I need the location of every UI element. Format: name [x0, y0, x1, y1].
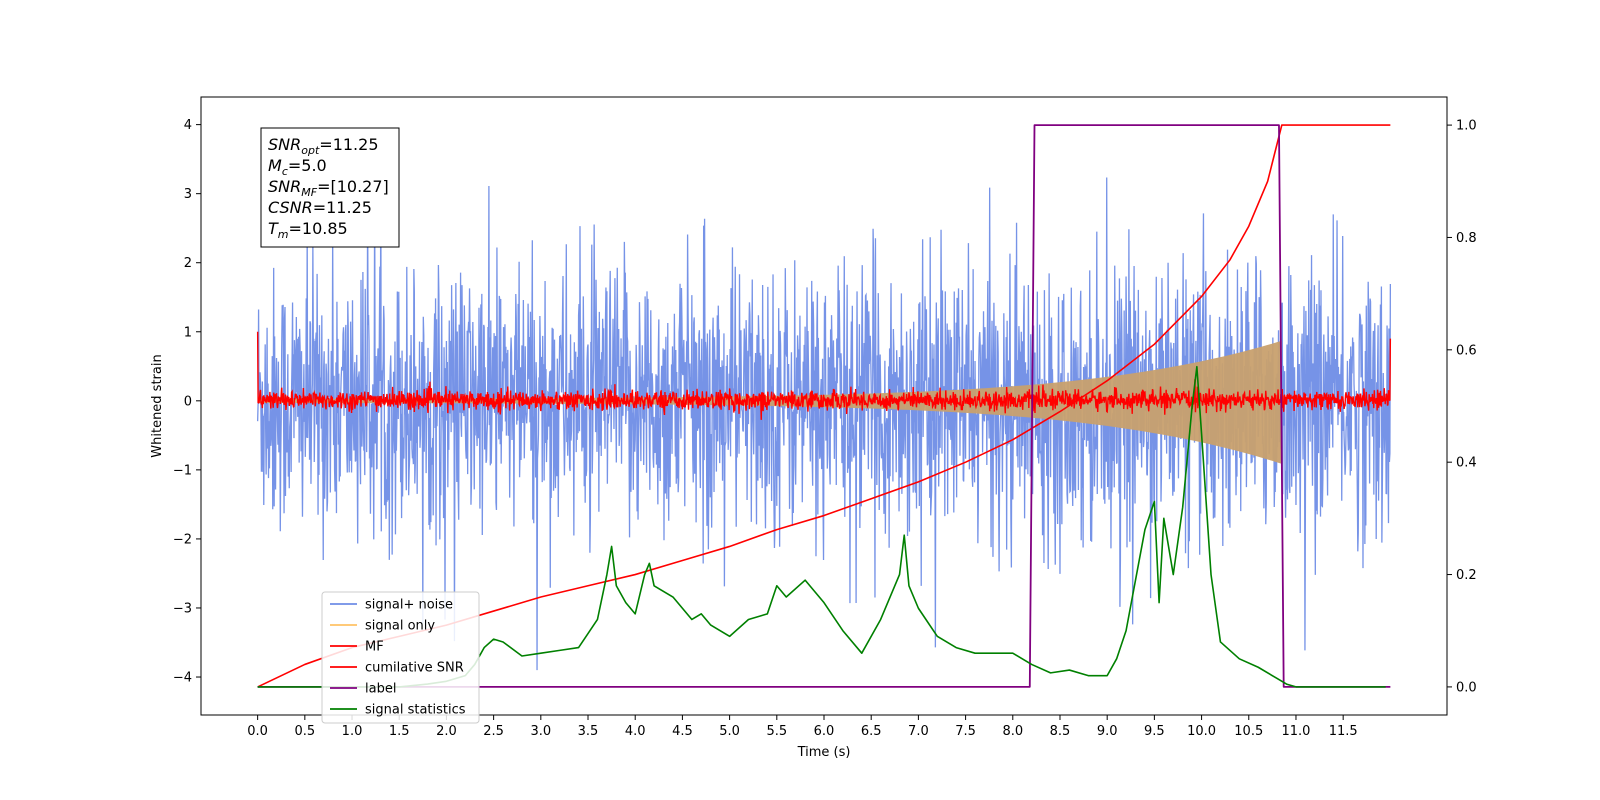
signal-statistics-line: [257, 365, 1386, 688]
x-tick-label: 5.0: [719, 724, 740, 739]
x-tick-label: 6.0: [814, 724, 835, 739]
annotation-subscript: m: [278, 228, 289, 241]
y-axis-ticks: 4 3 2 1 0 −1 −2 −3 −4: [173, 118, 201, 686]
x-tick-label: 2.5: [483, 724, 504, 739]
x-tick-label: 0.0: [247, 724, 268, 739]
x-tick-label: 4.0: [625, 724, 646, 739]
legend-label: signal only: [365, 619, 435, 634]
y2-tick-label: 1.0: [1456, 119, 1477, 134]
x-tick-label: 3.0: [530, 724, 551, 739]
y-axis-label: Whitened strain: [150, 354, 165, 457]
y2-tick-label: 0.0: [1456, 680, 1477, 695]
annotation-frame: [260, 127, 400, 248]
annotation-line: CSNR=11.25: [268, 198, 372, 217]
x-tick-label: 11.0: [1281, 724, 1310, 739]
x-tick-label: 3.5: [578, 724, 599, 739]
y2-tick-label: 0.4: [1456, 456, 1477, 471]
series-mf: [256, 331, 1392, 420]
annotation-value: =5.0: [288, 156, 327, 175]
annotation-symbol: CSNR: [268, 198, 313, 217]
mf-line: [256, 331, 1392, 420]
annotation-symbol: T: [268, 219, 279, 238]
annotation-value: =10.85: [289, 219, 348, 238]
x-tick-label: 2.0: [436, 724, 457, 739]
x-tick-label: 9.5: [1144, 724, 1165, 739]
annotation-symbol: SNR: [268, 177, 301, 196]
annotation-symbol: M: [268, 156, 282, 175]
annotation-symbol: SNR: [268, 135, 301, 154]
legend-frame: [321, 591, 480, 724]
x-tick-label: 0.5: [294, 724, 315, 739]
annotation-subscript: opt: [301, 144, 320, 157]
stats-annotation-box: SNRopt=11.25Mc=5.0SNRMF=[10.27]CSNR=11.2…: [260, 127, 400, 248]
legend-label: MF: [365, 640, 384, 655]
legend-label: signal statistics: [365, 703, 466, 718]
x-tick-label: 7.0: [908, 724, 929, 739]
x-tick-label: 10.0: [1187, 724, 1216, 739]
series-signal-statistics: [257, 365, 1386, 688]
annotation-value: =11.25: [313, 198, 372, 217]
y2-tick-label: 0.6: [1456, 343, 1477, 358]
y-tick-label: 4: [184, 118, 192, 133]
annotation-subscript: MF: [301, 186, 317, 199]
x-tick-label: 8.5: [1050, 724, 1071, 739]
x-tick-label: 1.0: [342, 724, 363, 739]
annotation-value: =11.25: [319, 135, 378, 154]
x-tick-label: 4.5: [672, 724, 693, 739]
x-axis-label: Time (s): [797, 745, 851, 760]
legend: signal+ noise signal only MF cumilative SNR…: [321, 591, 480, 724]
annotation-line: Tm=10.85: [268, 219, 348, 241]
x-tick-label: 5.5: [766, 724, 787, 739]
y2-tick-label: 0.8: [1456, 231, 1477, 246]
y-tick-label: −3: [173, 601, 192, 616]
annotation-value: =[10.27]: [317, 177, 389, 196]
y-tick-label: 2: [184, 256, 192, 271]
annotation-line: Mc=5.0: [268, 156, 327, 178]
x-tick-label: 6.5: [861, 724, 882, 739]
x-tick-label: 9.0: [1097, 724, 1118, 739]
annotation-subscript: c: [282, 165, 288, 178]
y2-axis-ticks: 1.0 0.8 0.6 0.4 0.2 0.0: [1447, 119, 1477, 695]
y-tick-label: 1: [184, 325, 192, 340]
y-tick-label: 0: [184, 394, 192, 409]
y-tick-label: −4: [173, 671, 192, 686]
legend-label: label: [365, 682, 396, 697]
x-tick-label: 11.5: [1329, 724, 1358, 739]
y-tick-label: −1: [173, 463, 192, 478]
x-tick-label: 1.5: [389, 724, 410, 739]
x-tick-label: 10.5: [1234, 724, 1263, 739]
legend-label: cumilative SNR: [365, 661, 464, 676]
x-tick-label: 7.5: [955, 724, 976, 739]
x-axis-ticks: 0.0 0.5 1.0 1.5 2.0 2.5 3.0 3.5 4.0 4.5 5.0 5.5 6.0 6…: [247, 715, 1358, 739]
annotation-line: SNRopt=11.25: [268, 135, 379, 157]
annotation-line: SNRMF=[10.27]: [268, 177, 389, 199]
y-tick-label: −2: [173, 532, 192, 547]
x-tick-label: 8.0: [1002, 724, 1023, 739]
y-tick-label: 3: [184, 187, 192, 202]
legend-label: signal+ noise: [365, 598, 453, 613]
y2-tick-label: 0.2: [1456, 568, 1477, 583]
